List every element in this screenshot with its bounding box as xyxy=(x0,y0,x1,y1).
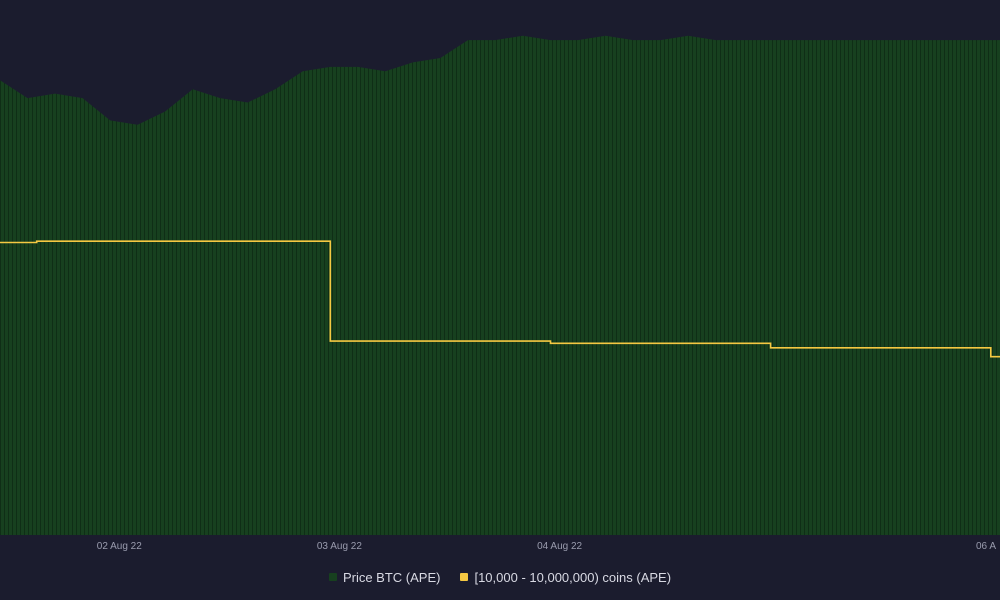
legend-item-price[interactable]: Price BTC (APE) xyxy=(328,569,441,585)
x-tick-label: 04 Aug 22 xyxy=(537,541,582,552)
coins-step-line xyxy=(0,240,1000,358)
legend-swatch-price xyxy=(328,573,337,581)
chart: 02 Aug 22 03 Aug 22 04 Aug 22 06 A xyxy=(0,35,1000,552)
coins-step-line-path xyxy=(0,240,1000,358)
x-tick-label: 02 Aug 22 xyxy=(97,541,142,552)
price-area xyxy=(0,35,1000,535)
legend-label-price: Price BTC (APE) xyxy=(342,569,441,585)
x-tick-label: 03 Aug 22 xyxy=(317,541,362,552)
legend-swatch-coins xyxy=(460,573,469,581)
legend-item-coins[interactable]: [10,000 - 10,000,000) coins (APE) xyxy=(460,570,671,585)
legend: Price BTC (APE) [10,000 - 10,000,000) co… xyxy=(0,566,1000,588)
price-area-path xyxy=(0,35,1000,535)
legend-label-coins: [10,000 - 10,000,000) coins (APE) xyxy=(474,569,672,585)
x-axis: 02 Aug 22 03 Aug 22 04 Aug 22 06 A xyxy=(97,541,997,552)
x-tick-label: 06 A xyxy=(976,541,996,552)
